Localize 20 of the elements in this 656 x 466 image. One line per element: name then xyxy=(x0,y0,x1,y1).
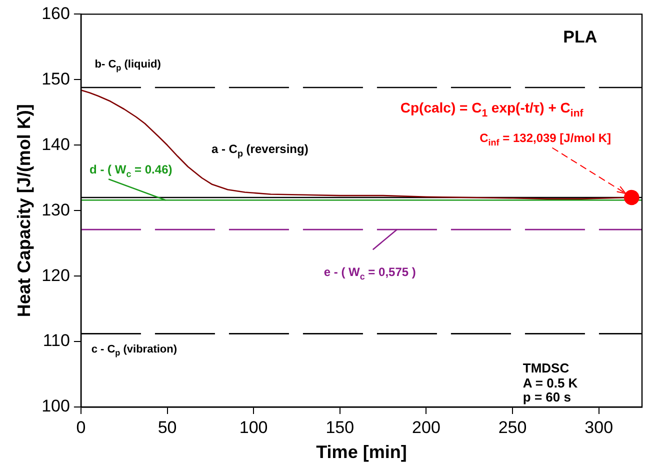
y-tick-label: 130 xyxy=(42,200,70,220)
x-tick-label: 250 xyxy=(498,418,527,437)
y-tick-label: 100 xyxy=(42,396,70,416)
y-tick-label: 110 xyxy=(42,331,70,350)
annotation: p = 60 s xyxy=(522,390,571,405)
annotation: TMDSC xyxy=(522,360,570,376)
x-tick-label: 200 xyxy=(412,418,440,437)
y-tick-label: 150 xyxy=(42,69,70,88)
annotation: A = 0.5 K xyxy=(522,376,578,391)
y-tick-label: 140 xyxy=(42,134,70,154)
x-tick-label: 150 xyxy=(326,418,354,437)
annotation: PLA xyxy=(563,27,598,46)
y-tick-label: 160 xyxy=(42,4,70,23)
x-axis-title: Time [min] xyxy=(316,442,407,462)
x-tick-label: 50 xyxy=(158,418,177,437)
x-tick-label: 100 xyxy=(239,418,268,437)
y-tick-label: 120 xyxy=(42,266,70,285)
y-axis-title: Heat Capacity [J/(mol K)] xyxy=(14,104,34,318)
x-tick-label: 300 xyxy=(584,418,614,437)
x-tick-label: 0 xyxy=(76,418,86,437)
